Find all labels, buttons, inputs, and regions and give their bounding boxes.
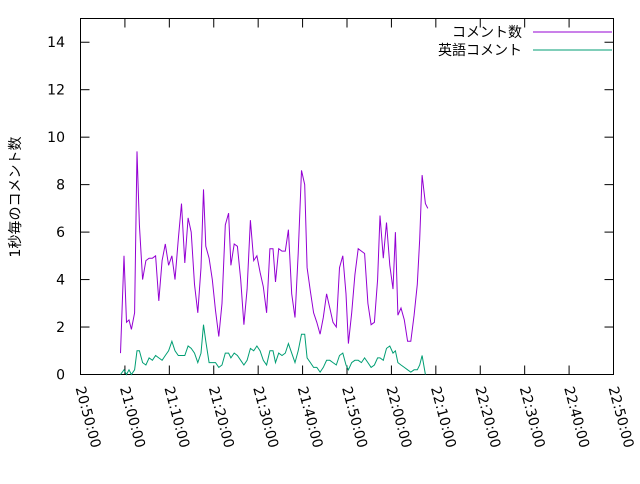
y-tick-label-1: 2 (56, 320, 65, 336)
x-tick-label-9: 22:20:00 (471, 385, 503, 450)
legend: コメント数 英語コメント (438, 25, 612, 59)
series-lines (120, 151, 429, 376)
x-tick-label-7: 22:00:00 (383, 385, 415, 450)
legend-label-0: コメント数 (452, 25, 522, 41)
x-tick-label-5: 21:40:00 (294, 385, 326, 450)
y-tick-label-2: 4 (56, 273, 65, 289)
y-tick-label-0: 0 (56, 368, 65, 384)
x-tick-label-2: 21:10:00 (160, 385, 192, 450)
y-axis-label: 1秒毎のコメント数 (8, 137, 24, 258)
x-tick-label-1: 21:00:00 (116, 385, 148, 450)
y-tick-label-5: 10 (47, 130, 65, 146)
x-tick-label-4: 21:30:00 (249, 385, 281, 450)
x-axis: 20:50:00 21:00:00 21:10:00 21:20:00 21:30:00… (72, 18, 637, 450)
y-tick-label-3: 6 (56, 225, 65, 241)
x-tick-label-12: 22:50:00 (605, 385, 637, 450)
x-tick-label-8: 22:10:00 (427, 385, 459, 450)
series-line-1 (120, 324, 426, 376)
x-tick-label-10: 22:30:00 (516, 385, 548, 450)
x-tick-label-11: 22:40:00 (560, 385, 592, 450)
x-tick-label-6: 21:50:00 (338, 385, 370, 450)
x-tick-label-3: 21:20:00 (205, 385, 237, 450)
series-line-0 (120, 151, 429, 354)
y-axis: 0 2 4 6 8 10 12 14 (47, 35, 614, 384)
legend-label-1: 英語コメント (438, 42, 522, 59)
y-tick-label-7: 14 (47, 35, 65, 51)
y-tick-label-4: 8 (56, 178, 65, 194)
x-tick-label-0: 20:50:00 (72, 385, 104, 450)
y-tick-label-6: 12 (47, 83, 65, 99)
